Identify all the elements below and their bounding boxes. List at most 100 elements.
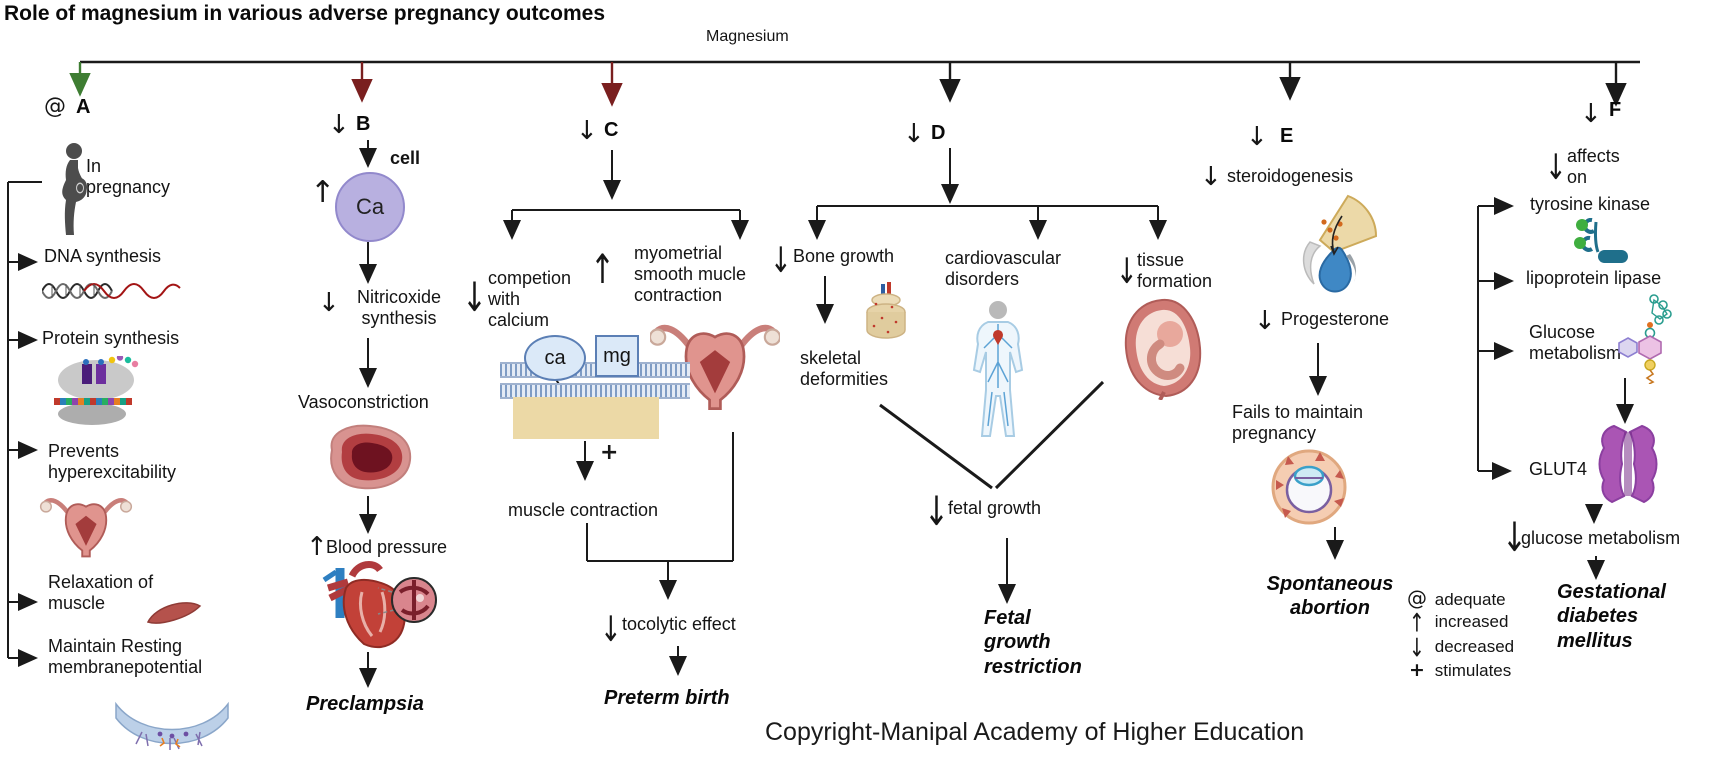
- cell-membrane-icon: [115, 701, 229, 750]
- cytoplasm-region: [513, 397, 659, 439]
- myometrial-contraction-label: myometrial smooth mucle contraction: [634, 243, 747, 306]
- root-label: Magnesium: [706, 28, 789, 45]
- decreased-symbol-affects: ↓: [1545, 147, 1567, 189]
- stimulates-symbol-legend: +: [1409, 659, 1425, 681]
- decreased-symbol-d: ↓: [903, 119, 925, 149]
- tyrosine-kinase-receptor-icon: [1574, 218, 1628, 263]
- ca-label: Ca: [355, 194, 385, 219]
- branch-b-letter: B: [356, 113, 371, 135]
- prevents-hyperexcitability-label: Prevents hyperexcitability: [48, 441, 177, 483]
- steroidogenesis-label: steroidogenesis: [1227, 166, 1354, 186]
- legend-stimulates: + stimulates: [1404, 661, 1511, 681]
- fetal-growth-label: fetal growth: [948, 498, 1042, 518]
- blood-pressure-label: Blood pressure: [326, 537, 448, 557]
- spontaneous-abortion-outcome: Spontaneous abortion: [1266, 573, 1394, 620]
- decreased-symbol-glucose: ↓: [1502, 514, 1528, 562]
- branch-a-connectors: [7, 181, 42, 667]
- decreased-symbol-fetal: ↓: [924, 488, 950, 536]
- decreased-symbol-legend: ↓: [1409, 633, 1425, 664]
- stimulates-symbol-muscle: +: [600, 440, 619, 465]
- root-connectors: [69, 60, 1640, 107]
- dna-synthesis-label: DNA synthesis: [44, 246, 162, 266]
- membrane-potential-label: Maintain Resting membranepotential: [48, 636, 203, 678]
- mg-ion-label: mg: [603, 344, 631, 367]
- glut4-transporter-icon: [1598, 424, 1658, 504]
- preterm-birth-outcome: Preterm birth: [604, 687, 730, 709]
- legend-decreased-label: decreased: [1434, 637, 1515, 656]
- calcium-cell-icon: Ca: [335, 172, 405, 242]
- branch-a-letter: A: [76, 96, 91, 118]
- dna-helix-icon: [42, 283, 181, 299]
- legend-adequate-label: adequate: [1434, 590, 1506, 609]
- bone-growth-label: Bone growth: [793, 246, 895, 266]
- glycoprotein-molecule-icon: [1618, 294, 1672, 384]
- decreased-symbol-tissue: ↓: [1116, 251, 1138, 293]
- protein-synthesis-label: Protein synthesis: [42, 328, 180, 348]
- increased-symbol-bp: ↑: [306, 532, 328, 562]
- ca-ion-icon: ca: [524, 335, 586, 381]
- nitricoxide-label: Nitricoxide synthesis: [356, 287, 442, 329]
- competition-calcium-label: competion with calcium: [488, 268, 572, 331]
- pregnant-woman-icon: [62, 143, 87, 235]
- vasoconstriction-label: Vasoconstriction: [298, 392, 429, 412]
- in-pregnancy-label: In pregnancy: [86, 156, 171, 198]
- progesterone-label: Progesterone: [1281, 309, 1390, 329]
- steroid-gland-icon: [1302, 194, 1378, 293]
- decreased-symbol-c: ↓: [576, 116, 598, 146]
- bone-icon: [866, 282, 906, 339]
- blood-vessel-icon: [330, 424, 412, 490]
- skeletal-deformities-label: skeletal deformities: [800, 348, 889, 390]
- tissue-formation-label: tissue formation: [1137, 250, 1213, 292]
- relaxation-muscle-label: Relaxation of muscle: [48, 572, 154, 614]
- cell-label: cell: [390, 148, 421, 168]
- page-title: Role of magnesium in various adverse pre…: [4, 2, 606, 25]
- glucose-metabolism-label: Glucose metabolism: [1529, 322, 1622, 364]
- legend-stimulates-label: stimulates: [1434, 661, 1512, 680]
- legend-increased-label: increased: [1434, 612, 1509, 631]
- glucose-metabolism2-label: glucose metabolism: [1521, 528, 1681, 548]
- affects-on-label: affects on: [1567, 146, 1620, 188]
- adequate-symbol-legend: @: [1407, 586, 1427, 610]
- glut4-label: GLUT4: [1529, 459, 1588, 479]
- legend-decreased: ↓ decreased: [1404, 635, 1515, 661]
- decreased-symbol-progesterone: ↓: [1254, 306, 1276, 336]
- gestational-diabetes-outcome: Gestational diabetes mellitus: [1557, 581, 1666, 652]
- decreased-symbol-f: ↓: [1580, 99, 1602, 129]
- legend-increased: ↑ increased: [1404, 610, 1509, 636]
- cardiovascular-disorders-label: cardiovascular disorders: [945, 248, 1062, 290]
- fails-maintain-pregnancy-label: Fails to maintain pregnancy: [1232, 402, 1364, 444]
- blastocyst-implantation-icon: [1271, 449, 1347, 525]
- decreased-symbol-steroid: ↓: [1200, 162, 1222, 192]
- decreased-symbol-e: ↓: [1246, 122, 1268, 152]
- decreased-symbol-b: ↓: [328, 110, 350, 140]
- muscle-contraction-label: muscle contraction: [508, 500, 659, 520]
- increased-symbol-legend: ↑: [1409, 608, 1425, 639]
- uterus-contraction-icon: [650, 324, 780, 410]
- ribosome-icon: [54, 356, 139, 425]
- fetus-in-womb-icon: [1124, 298, 1202, 400]
- legend-adequate: @ adequate: [1404, 588, 1506, 610]
- branch-d-letter: D: [931, 122, 946, 144]
- fetal-growth-restriction-outcome: Fetal growth restriction: [984, 607, 1082, 678]
- branch-c-letter: C: [604, 119, 619, 141]
- decreased-symbol-tocolytic: ↓: [600, 609, 622, 651]
- human-body-vasculature-icon: [972, 301, 1024, 437]
- mg-ion-icon: mg: [595, 335, 639, 377]
- tocolytic-effect-label: tocolytic effect: [622, 614, 736, 634]
- lipoprotein-lipase-label: lipoprotein lipase: [1526, 268, 1662, 288]
- ca-ion-label: ca: [544, 346, 566, 369]
- copyright-text: Copyright-Manipal Academy of Higher Educ…: [765, 718, 1305, 746]
- decreased-symbol-competition: ↓: [462, 274, 488, 322]
- decreased-symbol-nitric: ↓: [318, 288, 340, 318]
- increased-symbol-myometrial: ↑: [590, 246, 616, 294]
- increased-symbol-ca: ↑: [310, 175, 336, 210]
- branch-f-letter: F: [1609, 99, 1622, 121]
- adequate-symbol: @: [44, 94, 66, 119]
- uterus-icon: [39, 498, 133, 558]
- muscle-icon: [146, 602, 202, 624]
- decreased-symbol-bone: ↓: [770, 240, 792, 282]
- heart-icon: [322, 561, 437, 649]
- preclampsia-outcome: Preclampsia: [306, 693, 424, 715]
- tyrosine-kinase-label: tyrosine kinase: [1530, 194, 1651, 214]
